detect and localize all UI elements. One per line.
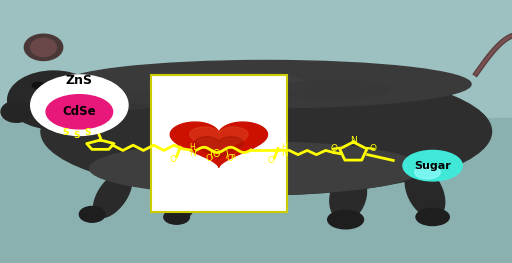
Ellipse shape <box>41 68 492 195</box>
Bar <box>151 75 287 212</box>
Circle shape <box>46 95 113 129</box>
Circle shape <box>32 82 45 89</box>
Ellipse shape <box>1 101 32 122</box>
Ellipse shape <box>163 174 195 218</box>
Text: (O: (O <box>209 149 221 159</box>
Bar <box>0 118 512 263</box>
Ellipse shape <box>25 34 62 60</box>
Text: O: O <box>169 155 177 164</box>
Ellipse shape <box>276 80 389 99</box>
Ellipse shape <box>405 166 445 218</box>
Bar <box>0 0 512 118</box>
Text: ): ) <box>224 149 228 159</box>
Ellipse shape <box>90 142 422 195</box>
Text: N: N <box>281 149 288 158</box>
Text: Sugar: Sugar <box>414 161 451 171</box>
Ellipse shape <box>416 208 450 226</box>
Ellipse shape <box>31 38 56 57</box>
Polygon shape <box>195 137 243 159</box>
Ellipse shape <box>8 71 100 129</box>
Polygon shape <box>190 127 248 154</box>
Ellipse shape <box>94 172 132 218</box>
Text: S: S <box>84 128 91 137</box>
Ellipse shape <box>61 60 471 108</box>
Circle shape <box>403 150 462 181</box>
Text: O: O <box>330 144 337 153</box>
Text: O: O <box>268 156 275 165</box>
Text: H: H <box>189 143 195 152</box>
Text: N: N <box>188 149 196 158</box>
Text: S: S <box>62 128 69 137</box>
Ellipse shape <box>328 210 364 229</box>
Ellipse shape <box>90 91 166 109</box>
Ellipse shape <box>164 210 189 224</box>
Text: n: n <box>230 152 236 161</box>
Text: O: O <box>369 144 376 153</box>
Text: CdSe: CdSe <box>62 105 96 118</box>
Text: N: N <box>350 136 357 145</box>
Polygon shape <box>170 122 267 167</box>
Text: ZnS: ZnS <box>66 74 93 87</box>
Ellipse shape <box>31 75 128 135</box>
Text: H: H <box>281 143 287 152</box>
Text: S: S <box>73 132 79 140</box>
Ellipse shape <box>330 171 367 221</box>
Circle shape <box>415 166 440 179</box>
Ellipse shape <box>154 72 307 96</box>
Text: O: O <box>227 154 234 163</box>
Text: O: O <box>205 154 212 163</box>
Ellipse shape <box>79 206 105 222</box>
